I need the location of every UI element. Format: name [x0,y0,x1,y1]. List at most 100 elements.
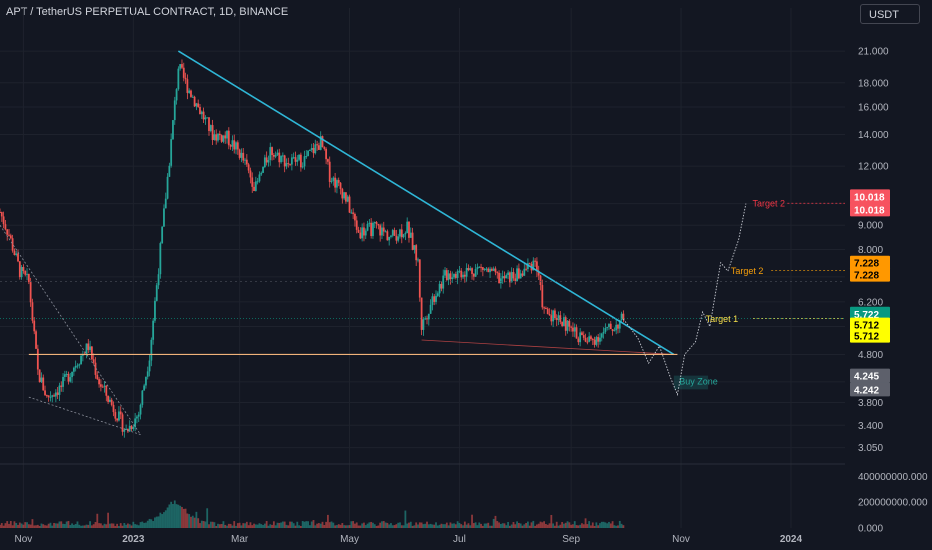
candle-up [51,395,54,397]
candle-down [582,335,585,338]
volume-bar [280,522,282,528]
candle-up [269,147,272,161]
target-1-label: Target 1 [706,314,739,324]
volume-bar [285,524,288,528]
candle-up [244,159,246,161]
volume-bar [426,521,428,528]
volume-bar [343,525,346,528]
volume-bar [512,522,515,528]
volume-bar [471,514,473,528]
x-tick-label: Jul [453,534,466,545]
volume-bar [597,525,600,528]
volume-bar [489,525,491,528]
volume-bar [355,522,358,528]
volume-bar [321,521,324,528]
target-2-label: Target 2 [731,266,764,276]
candle-down [265,157,268,163]
volume-bar [249,522,252,528]
volume-bar [478,522,481,528]
volume-bar [296,521,299,528]
candle-up [285,163,288,167]
volume-bar [318,523,320,528]
candle-up [204,117,207,120]
volume-bar [81,525,84,528]
volume-bar [465,524,468,528]
candle-down [99,384,102,387]
volume-bar [373,524,376,528]
volume-bar [474,522,477,528]
volume-bar [393,525,396,528]
candle-down [541,284,544,308]
candle-down [56,392,59,395]
price-label-text: 7.228 [854,259,879,270]
candle-up [292,157,295,159]
candle-down [190,90,192,97]
candle-up [296,159,299,162]
y-tick-label: 9.000 [858,221,883,232]
price-label-box [850,202,890,217]
candles [0,59,625,438]
candle-down [316,144,319,146]
buy-zone-label: Buy Zone [679,377,718,387]
volume-bar [150,519,153,528]
volume-bar [487,522,490,528]
candle-down [512,272,515,279]
volume-bar [561,522,564,528]
volume-bar [564,522,567,528]
volume-bar [611,521,614,528]
volume-bar [435,522,437,528]
volume-bar [193,517,196,528]
volume-bar [299,525,302,528]
candle-down [577,338,580,343]
volume-bar [361,523,364,528]
volume-bar [132,521,135,528]
candle-down [508,272,511,283]
volume-bar [328,522,331,528]
candle-up [141,390,144,405]
volume-bar [20,523,23,528]
candle-down [337,180,340,183]
candle-up [188,90,191,93]
wedge-upper-line [0,225,141,435]
volume-bar [54,523,57,528]
volume-bar [595,522,598,528]
candle-down [38,369,41,383]
volume-bar [514,524,517,528]
candle-down [590,336,592,339]
volume-bar [444,524,446,528]
candle-down [460,270,463,278]
volume-bar [316,523,319,528]
candle-up [615,324,618,331]
candle-up [399,229,401,237]
x-tick-label: Nov [15,534,33,545]
price-label-text: 7.228 [854,271,879,282]
volume-bar [242,523,245,528]
volume-bar [42,524,45,528]
candle-down [238,149,241,158]
candle-up [613,330,616,332]
volume-bar [563,523,565,528]
candle-down [107,395,110,402]
volume-bar [94,521,97,528]
price-label-box [850,328,890,343]
volume-bar [204,521,207,528]
volume-bar [76,521,79,528]
candle-down [0,212,3,217]
candle-down [22,267,25,271]
target-2-upper-label: Target 2 [753,199,786,209]
candle-up [465,268,468,277]
candle-up [240,152,243,158]
currency-selector[interactable]: USDT [860,4,920,24]
candle-down [33,320,36,332]
x-tick-label: Sep [562,534,580,545]
price-label-box [850,306,890,321]
volume-tick-label: 0.000 [858,524,883,535]
candle-down [208,117,210,131]
candle-down [199,106,201,115]
candle-up [485,268,488,270]
volume-bar [245,521,248,528]
volume-bar [109,523,111,528]
volume-bar [11,525,14,528]
candle-up [281,155,284,157]
